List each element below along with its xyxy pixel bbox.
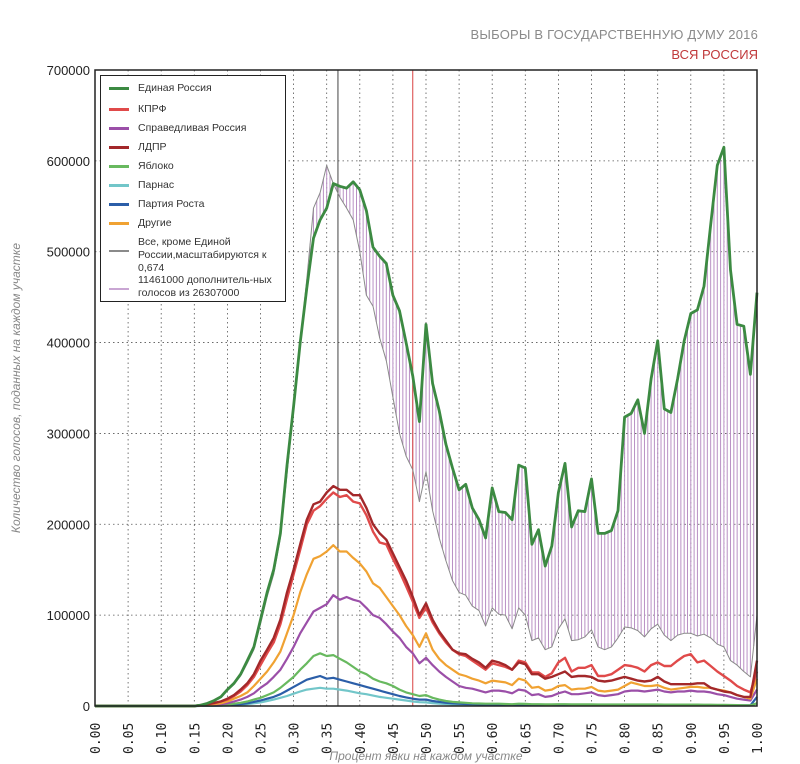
legend-label: Яблоко [138,160,174,172]
legend-label: Единая Россия [138,82,212,94]
series-line [95,145,759,708]
x-tick-label: 0.10 [155,723,170,754]
x-tick-label: 0.15 [188,723,203,754]
y-tick-label: 0 [83,699,90,714]
legend-item: Все, кроме Единой России,масштабируются … [109,236,278,275]
x-tick-label: 0.00 [89,723,104,754]
y-axis-label: Количество голосов, поданных на каждом у… [9,243,23,533]
x-tick-label: 0.90 [685,723,700,754]
y-tick-label: 400000 [47,336,90,351]
x-tick-label: 0.85 [652,723,667,754]
x-tick-label: 0.30 [288,723,303,754]
y-tick-label: 700000 [47,63,90,78]
chart-title: ВЫБОРЫ В ГОСУДАРСТВЕННУЮ ДУМУ 2016 [470,27,758,42]
y-tick-label: 200000 [47,517,90,532]
x-tick-label: 0.45 [387,723,402,754]
legend-swatch [109,250,129,252]
legend: Единая Россия КПРФ Справедливая Россия ЛДПР… [100,75,286,302]
legend-item: КПРФ [109,103,278,116]
legend-swatch [109,127,129,130]
y-tick-label: 600000 [47,154,90,169]
x-tick-label: 0.60 [486,723,501,754]
x-tick-label: 0.50 [420,723,435,754]
y-tick-label: 500000 [47,245,90,260]
legend-item: ЛДПР [109,141,278,154]
legend-label: ЛДПР [138,141,167,153]
legend-label: Парнас [138,179,175,191]
y-tick-label: 300000 [47,426,90,441]
legend-swatch [109,184,129,187]
x-tick-label: 1.00 [751,723,766,754]
x-tick-label: 0.70 [552,723,567,754]
legend-label: Партия Роста [138,198,205,210]
legend-swatch [109,87,129,90]
x-tick-label: 0.25 [255,723,270,754]
legend-label: Справедливая Россия [138,122,247,134]
x-tick-label: 0.95 [718,723,733,754]
legend-label: Другие [138,217,172,229]
legend-swatch [109,146,129,149]
x-tick-label: 0.35 [321,723,336,754]
legend-label: 11461000 дополнитель-ных голосов из 2630… [138,274,272,299]
legend-item: Единая Россия [109,82,278,95]
legend-item: Парнас [109,179,278,192]
legend-swatch [109,108,129,111]
legend-item: Яблоко [109,160,278,173]
legend-swatch [109,165,129,168]
legend-item: 11461000 дополнитель-ных голосов из 2630… [109,274,278,300]
legend-swatch [109,288,129,290]
x-tick-label: 0.65 [519,723,534,754]
legend-swatch [109,203,129,206]
legend-item: Другие [109,217,278,230]
x-axis-label: Процент явки на каждом участке [329,749,522,763]
x-tick-label: 0.40 [354,723,369,754]
legend-swatch [109,222,129,225]
plot-frame [94,69,758,707]
x-tick-label: 0.05 [122,723,137,754]
x-tick-label: 0.20 [221,723,236,754]
x-tick-label: 0.55 [453,723,468,754]
legend-item: Справедливая Россия [109,122,278,135]
legend-label: КПРФ [138,103,167,115]
x-tick-label: 0.80 [619,723,634,754]
y-tick-label: 100000 [47,608,90,623]
legend-label: Все, кроме Единой России,масштабируются … [138,236,267,274]
legend-item: Партия Роста [109,198,278,211]
chart-subtitle: ВСЯ РОССИЯ [671,47,758,62]
x-tick-label: 0.75 [586,723,601,754]
